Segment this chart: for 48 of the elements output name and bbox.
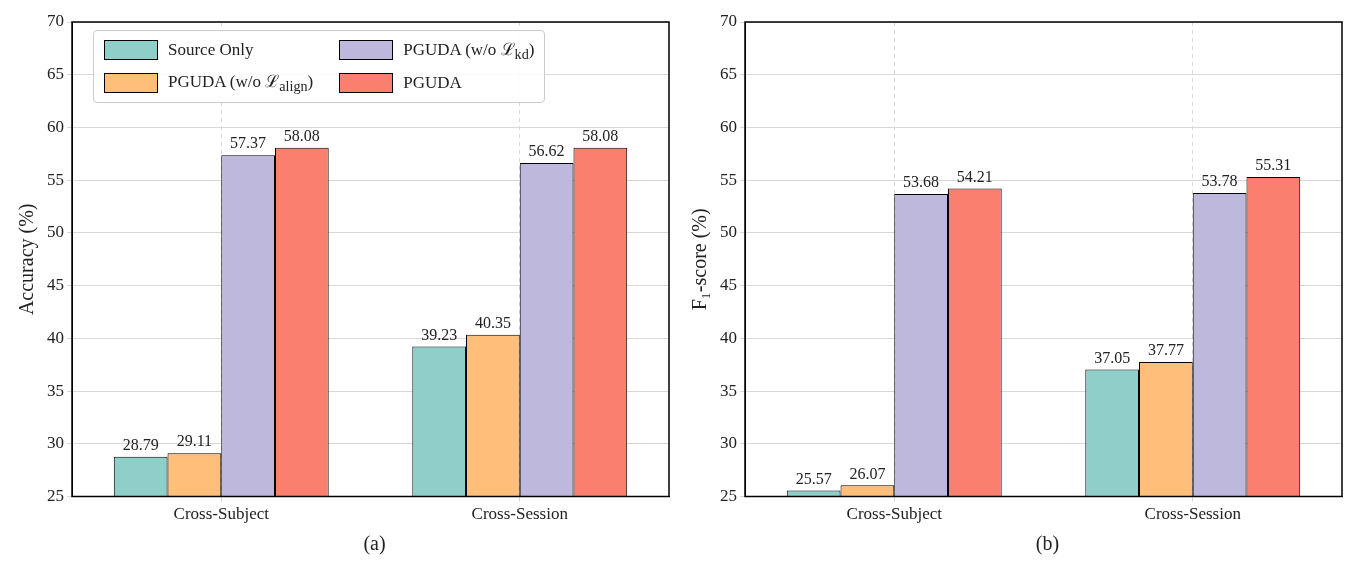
data-label: 26.07 [849, 464, 886, 482]
y-tick-label: 35 [47, 380, 64, 400]
x-tick-label: Cross-Subject [846, 504, 943, 524]
data-label: 53.78 [1201, 172, 1238, 190]
legend-label: PGUDA [403, 72, 462, 93]
legend-label: Source Only [168, 40, 254, 61]
y-tick-label: 55 [47, 169, 64, 189]
y-axis-title: Accuracy (%) [15, 203, 39, 316]
y-tick-label: 60 [720, 116, 737, 136]
y-tick-label: 25 [720, 486, 737, 506]
data-label: 29.11 [176, 432, 213, 450]
y-tick-label: 45 [47, 275, 64, 295]
y-tick-label: 55 [720, 169, 737, 189]
data-label: 56.62 [528, 142, 565, 160]
data-label: 54.21 [956, 167, 993, 185]
x-tick-label: Cross-Session [471, 504, 569, 524]
y-tick-label: 65 [47, 64, 64, 84]
y-tick-label: 40 [720, 327, 737, 347]
y-tick-label: 45 [720, 275, 737, 295]
data-label: 37.77 [1147, 341, 1184, 359]
data-label: 58.08 [283, 126, 320, 144]
data-label: 55.31 [1255, 156, 1292, 174]
data-label: 37.05 [1094, 348, 1131, 366]
data-label: 39.23 [421, 325, 458, 343]
y-tick-label: 70 [47, 11, 64, 31]
legend-label: PGUDA (w/o ℒ$_{kd}$) [403, 39, 535, 64]
data-label: 40.35 [474, 313, 511, 331]
y-tick-label: 50 [47, 222, 64, 242]
y-tick-label: 30 [720, 433, 737, 453]
text: (a) [362, 532, 387, 555]
x-tick-label: Cross-Subject [173, 504, 270, 524]
y-tick-label: 25 [47, 486, 64, 506]
data-label: 28.79 [122, 435, 159, 453]
y-tick-label: 30 [47, 433, 64, 453]
y-tick-label: 60 [47, 116, 64, 136]
y-tick-label: 65 [720, 64, 737, 84]
y-axis-title: F₁-score (%) [688, 208, 712, 311]
data-label: 53.68 [903, 173, 940, 191]
y-tick-label: 35 [720, 380, 737, 400]
text: (b) [1034, 532, 1061, 555]
data-label: 57.37 [230, 134, 267, 152]
legend-label: PGUDA (w/o ℒ$_{align}$) [168, 71, 314, 96]
data-label: 58.08 [582, 126, 619, 144]
x-tick-label: Cross-Session [1144, 504, 1242, 524]
y-tick-label: 40 [47, 327, 64, 347]
y-tick-label: 70 [720, 11, 737, 31]
data-label: 25.57 [795, 469, 832, 487]
y-tick-label: 50 [720, 222, 737, 242]
